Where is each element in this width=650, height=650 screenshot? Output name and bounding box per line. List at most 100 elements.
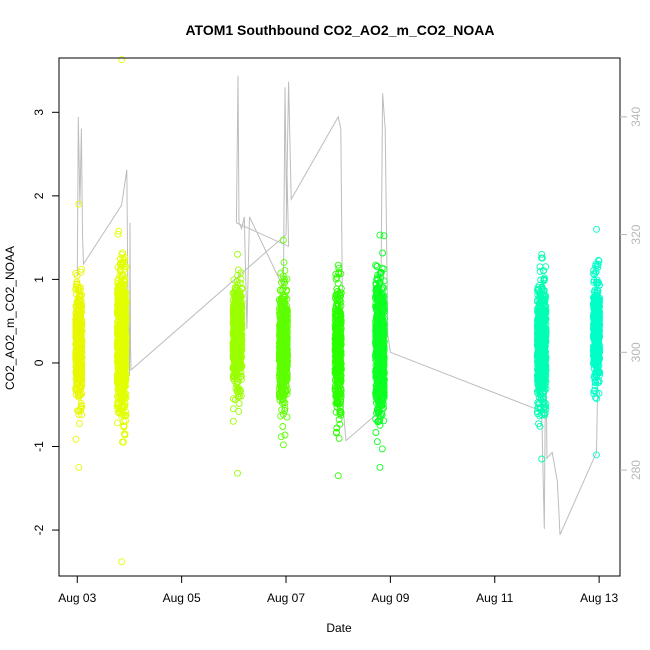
data-point <box>234 342 242 350</box>
data-point <box>118 365 126 373</box>
data-point <box>76 330 84 338</box>
data-point <box>229 417 237 425</box>
data-point <box>76 380 84 388</box>
data-point <box>229 395 237 403</box>
y-axis-label: CO2_AO2_m_CO2_NOAA <box>3 246 17 390</box>
data-point <box>77 306 84 313</box>
data-point <box>238 285 246 293</box>
data-point <box>73 318 81 326</box>
data-point <box>120 336 128 344</box>
data-point <box>280 307 288 315</box>
data-point <box>230 334 238 341</box>
data-point <box>276 286 284 294</box>
data-point <box>72 269 80 277</box>
y-tick-label: 3 <box>32 109 46 116</box>
data-point <box>116 347 124 355</box>
data-point <box>231 284 239 292</box>
data-point <box>119 299 127 306</box>
data-point <box>230 305 238 313</box>
data-points-layer <box>72 56 604 566</box>
data-point <box>76 383 84 391</box>
x-tick-label: Aug 09 <box>371 591 409 605</box>
y2-tick-label: 280 <box>629 460 643 480</box>
data-point <box>120 326 128 334</box>
data-point <box>235 317 243 325</box>
data-point <box>118 558 126 566</box>
data-point <box>77 341 85 349</box>
data-point <box>281 407 289 414</box>
data-point <box>114 230 122 238</box>
chart-title: ATOM1 Southbound CO2_AO2_m_CO2_NOAA <box>185 22 494 38</box>
data-point <box>279 410 287 418</box>
data-point <box>116 313 124 320</box>
data-point <box>280 258 288 266</box>
data-point <box>72 435 80 443</box>
data-point <box>74 391 82 399</box>
data-point <box>235 306 243 314</box>
data-point <box>115 395 123 403</box>
data-point <box>232 289 240 297</box>
data-point <box>277 433 285 441</box>
data-point <box>234 386 242 394</box>
data-point <box>281 431 289 439</box>
data-point <box>235 324 243 332</box>
data-point <box>121 402 129 410</box>
x-tick-label: Aug 03 <box>58 591 96 605</box>
data-point <box>75 293 83 301</box>
data-point <box>281 324 289 332</box>
y-tick-label: 0 <box>32 359 46 366</box>
data-point <box>120 409 128 417</box>
data-point <box>114 322 122 330</box>
data-point <box>234 313 242 321</box>
data-point <box>279 423 287 430</box>
data-point <box>237 364 245 372</box>
data-point <box>76 420 83 428</box>
data-point <box>75 368 83 376</box>
data-point <box>73 361 81 369</box>
data-point <box>77 400 85 407</box>
data-point <box>115 285 123 292</box>
data-point <box>74 286 82 294</box>
data-point <box>73 352 80 360</box>
data-point <box>117 261 125 269</box>
data-point <box>118 381 126 389</box>
series-1 <box>72 200 86 471</box>
data-point <box>233 359 241 367</box>
data-point <box>230 276 238 284</box>
data-point <box>119 340 127 348</box>
data-point <box>236 333 244 340</box>
data-point <box>277 392 284 400</box>
data-point <box>120 422 128 430</box>
data-point <box>74 299 82 307</box>
data-point <box>120 430 128 438</box>
data-point <box>78 265 85 273</box>
x-tick-label: Aug 11 <box>476 591 513 605</box>
data-point <box>115 227 123 235</box>
data-point <box>233 285 240 293</box>
data-point <box>113 419 121 427</box>
data-point <box>73 342 80 350</box>
x-axis-label: Date <box>326 621 352 635</box>
data-point <box>276 382 284 390</box>
data-point <box>234 304 242 312</box>
data-point <box>119 405 127 413</box>
data-point <box>119 356 127 364</box>
data-point <box>118 412 126 420</box>
data-point <box>76 366 84 374</box>
data-point <box>120 329 127 337</box>
data-point <box>121 390 128 397</box>
data-point <box>235 384 243 392</box>
data-point <box>232 355 240 363</box>
data-point <box>278 278 285 286</box>
data-point <box>235 348 243 356</box>
y2-tick-label: 340 <box>629 107 643 127</box>
data-point <box>118 272 126 280</box>
data-point <box>236 279 244 287</box>
data-point <box>77 268 85 276</box>
data-point <box>122 307 130 315</box>
data-point <box>78 302 85 309</box>
y2-tick-label: 320 <box>629 224 643 244</box>
x-tick-label: Aug 13 <box>580 591 618 605</box>
data-point <box>237 302 245 310</box>
data-point <box>277 269 285 277</box>
